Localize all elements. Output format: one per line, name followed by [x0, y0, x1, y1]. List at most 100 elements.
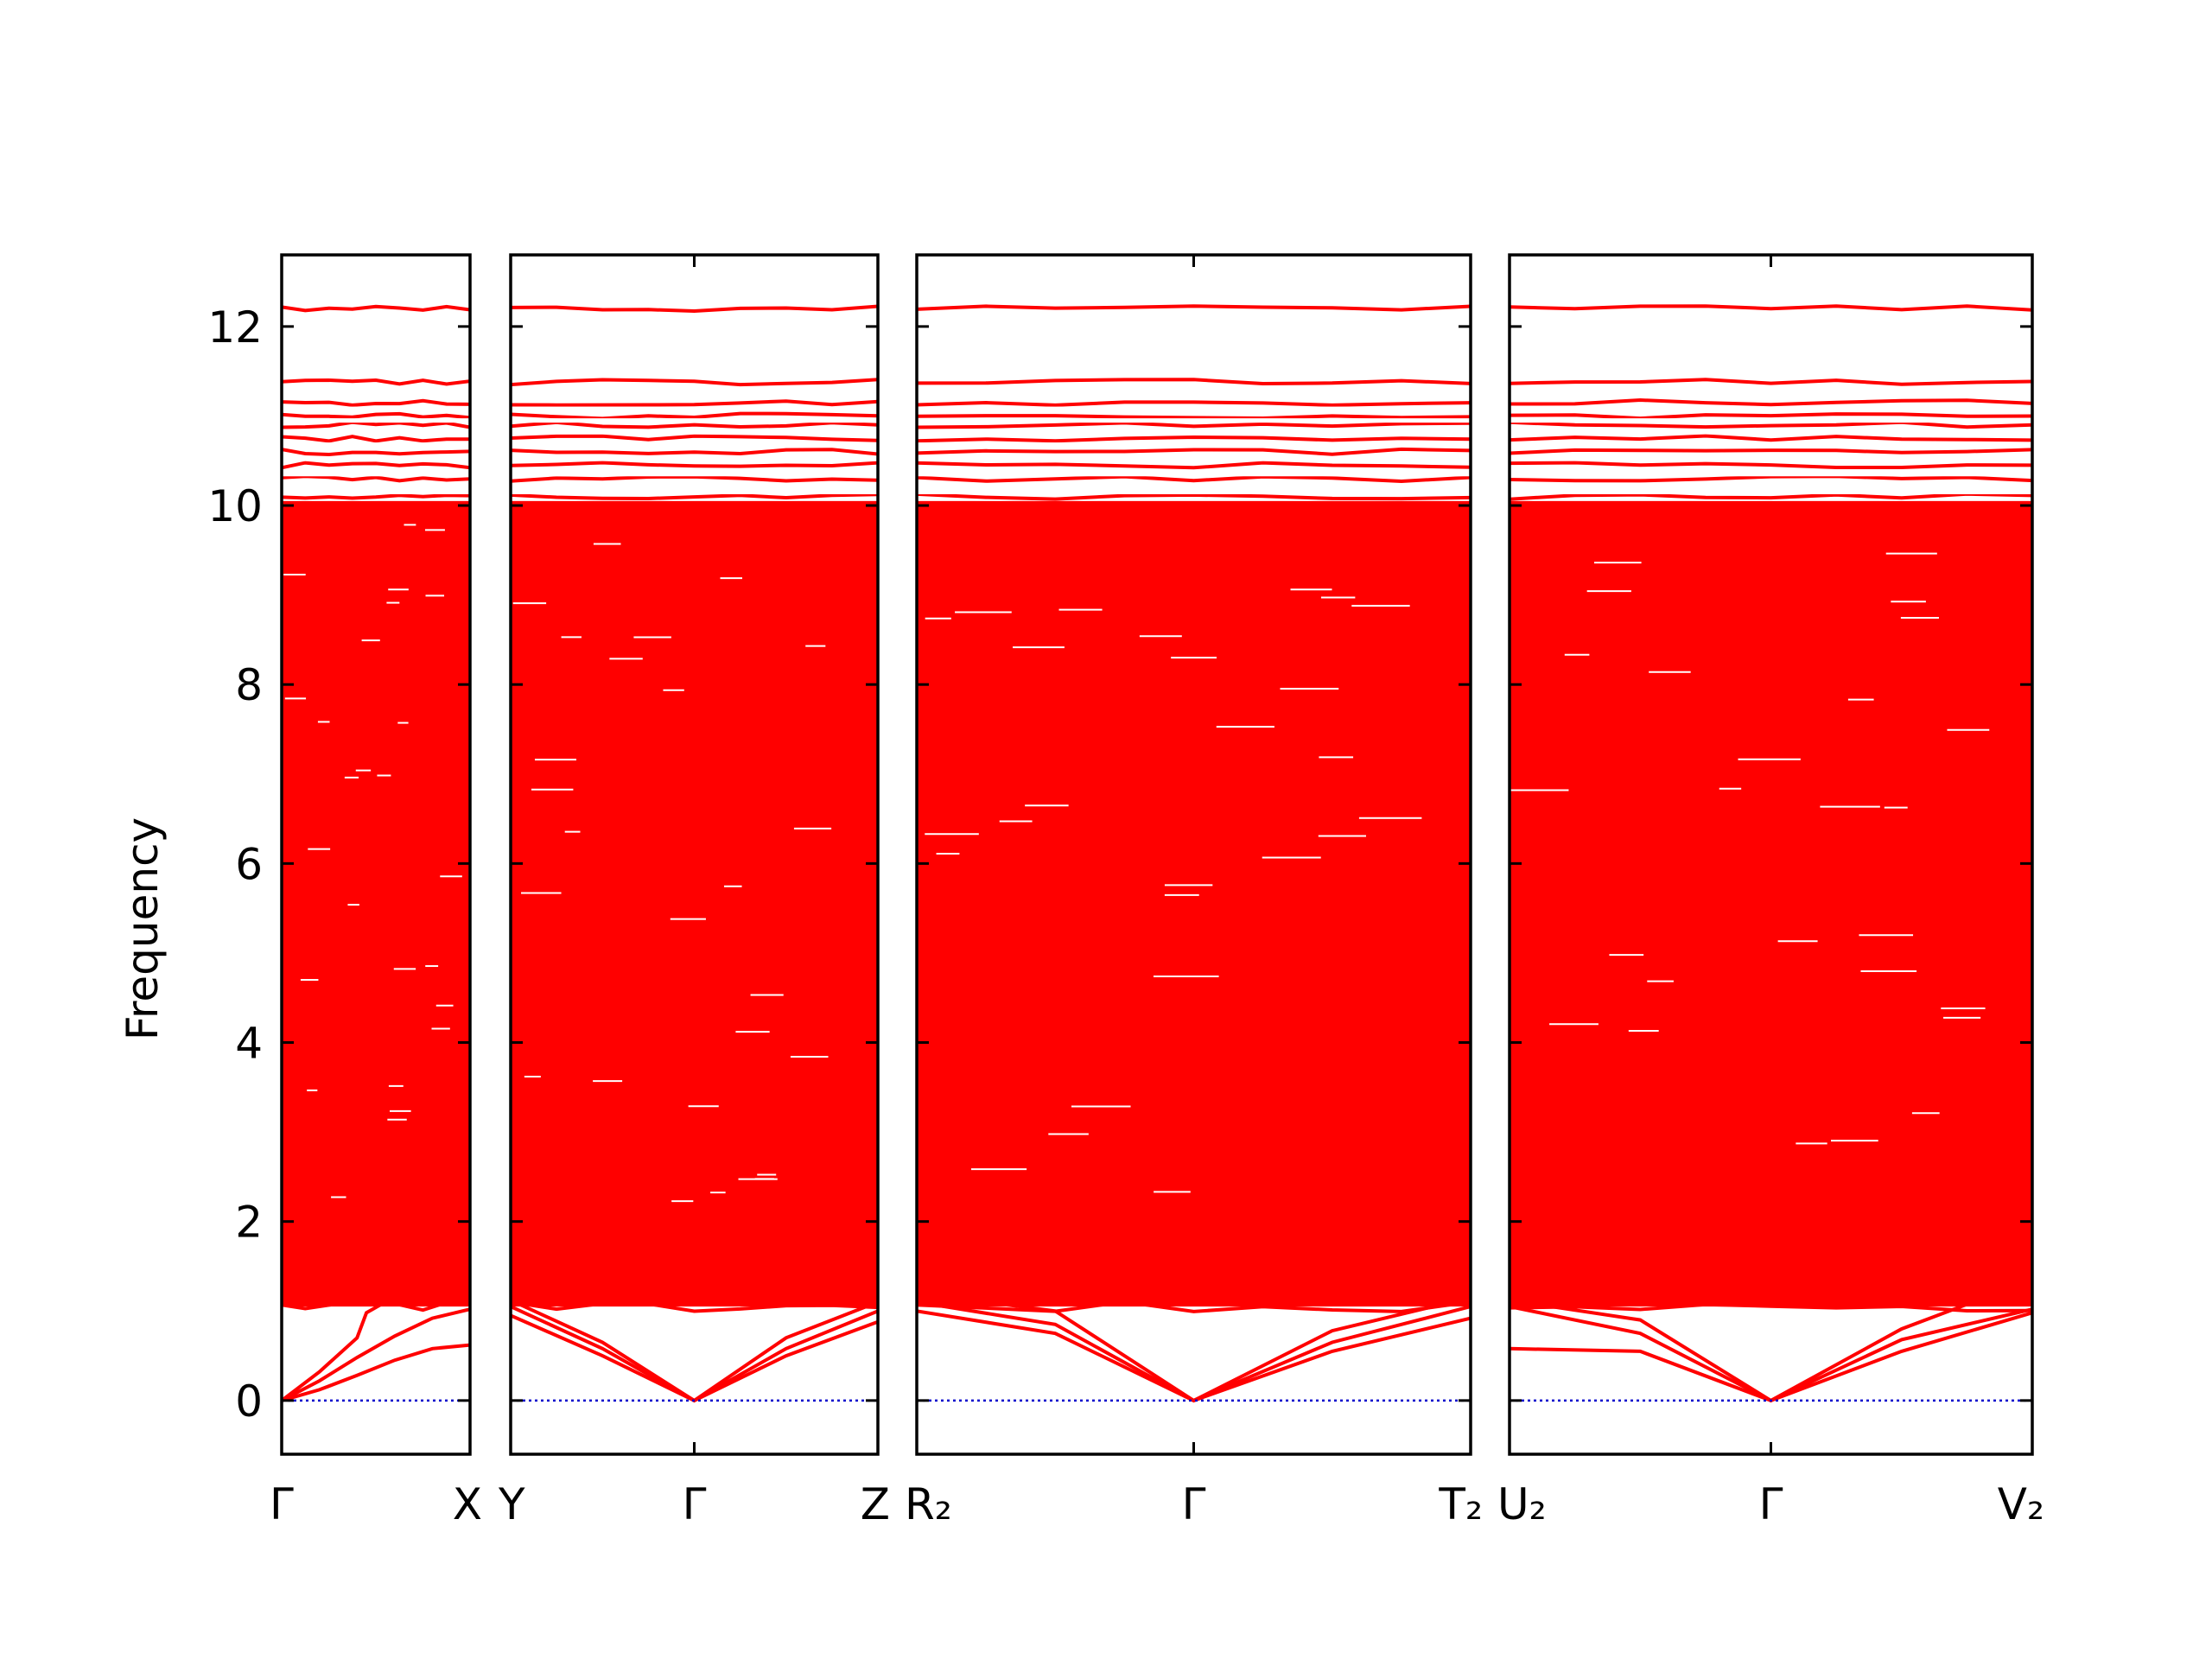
optical-band-line: [511, 1119, 878, 1128]
optical-band-line: [1510, 868, 2032, 877]
optical-band-line: [1510, 1199, 2032, 1208]
optical-band-line: [917, 1046, 1471, 1056]
y-tick-label: 6: [235, 839, 263, 889]
optical-band-line: [1510, 1245, 2032, 1260]
optical-band-line: [282, 1292, 470, 1303]
optical-band-line: [1510, 1173, 2032, 1181]
optical-band-line: [511, 448, 878, 456]
optical-band-line: [282, 582, 470, 591]
optical-band-line: [1510, 921, 2032, 931]
optical-band-line: [1510, 1211, 2032, 1222]
optical-band-line: [282, 617, 470, 626]
optical-band-line: [917, 582, 1471, 591]
optical-band-line: [917, 779, 1471, 787]
panel-frame: [280, 253, 472, 1456]
optical-band-line: [511, 796, 878, 805]
optical-band-line: [1510, 1281, 2032, 1295]
optical-band-line: [282, 922, 470, 931]
optical-band-line: [1510, 1155, 2032, 1163]
optical-band-line: [917, 1300, 1471, 1313]
optical-band-line: [511, 510, 878, 518]
optical-band-line: [1510, 1137, 2032, 1146]
optical-band-line: [511, 1102, 878, 1110]
optical-band-line: [282, 545, 470, 553]
k-point-label: Γ: [1182, 1479, 1206, 1529]
optical-band-line: [511, 1281, 878, 1295]
optical-band-line: [511, 814, 878, 823]
optical-band-line: [282, 1230, 470, 1243]
optical-band-line: [917, 1100, 1471, 1110]
optical-band-line: [282, 671, 470, 680]
dense-band-region: [1510, 500, 2032, 1307]
optical-band-line: [282, 448, 470, 457]
optical-band-line: [1510, 492, 2032, 501]
optical-band-line: [1510, 814, 2032, 823]
optical-band-line: [917, 474, 1471, 484]
optical-band-line: [282, 779, 470, 788]
optical-band-line: [282, 1246, 470, 1260]
optical-band-line: [1510, 448, 2032, 455]
optical-band-line: [1510, 474, 2032, 483]
optical-band-line: [511, 832, 878, 841]
optical-band-line: [511, 582, 878, 591]
optical-band-line: [511, 1300, 878, 1313]
optical-band-line: [917, 939, 1471, 949]
optical-band-line: [282, 1101, 470, 1110]
optical-band-line: [282, 474, 470, 483]
optical-band-line: [917, 760, 1471, 770]
optical-band-line: [1510, 1272, 2032, 1286]
optical-band-line: [917, 1292, 1471, 1305]
optical-band-line: [511, 1199, 878, 1208]
optical-band-line: [282, 1138, 470, 1145]
optical-band-line: [1510, 1101, 2032, 1109]
bands-group: [282, 304, 470, 1402]
optical-band-line: [917, 976, 1471, 985]
optical-band-line: [917, 1013, 1471, 1019]
optical-band-line: [511, 1029, 878, 1039]
k-point-label: V₂: [1998, 1479, 2044, 1529]
optical-band-line: [1510, 397, 2032, 407]
optical-band-line: [511, 1047, 878, 1055]
optical-band-line: [511, 1012, 878, 1020]
optical-band-line: [511, 976, 878, 984]
optical-band-line: [1510, 304, 2032, 312]
optical-band-line: [917, 529, 1471, 537]
optical-band-line: [1510, 1264, 2032, 1278]
optical-band-line: [282, 814, 470, 822]
optical-band-line: [282, 976, 470, 984]
acoustic-branch-1: [282, 1343, 470, 1402]
bands-group: [917, 304, 1471, 1403]
k-point-label: X: [453, 1479, 482, 1529]
optical-band-line: [282, 510, 470, 519]
k-point-label: U₂: [1497, 1479, 1547, 1529]
optical-band-line: [917, 921, 1471, 930]
optical-band-line: [1510, 850, 2032, 859]
optical-band-line: [1510, 760, 2032, 770]
optical-band-line: [282, 1210, 470, 1223]
optical-band-line: [282, 1199, 470, 1208]
optical-band-line: [1510, 1302, 2032, 1313]
optical-band-line: [282, 904, 470, 912]
optical-band-line: [511, 743, 878, 752]
optical-band-line: [917, 797, 1471, 805]
optical-band-line: [511, 528, 878, 536]
optical-band-line: [511, 635, 878, 645]
optical-band-line: [1510, 1065, 2032, 1073]
optical-band-line: [1510, 617, 2032, 626]
optical-band-line: [1510, 886, 2032, 895]
panel-3: R₂ Γ T₂: [905, 253, 1483, 1529]
panel-4: U₂ Γ V₂: [1497, 253, 2044, 1529]
optical-band-line: [511, 868, 878, 876]
optical-band-line: [917, 545, 1471, 555]
optical-band-line: [1510, 378, 2032, 386]
optical-band-line: [917, 1240, 1471, 1250]
optical-band-line: [511, 1291, 878, 1305]
optical-band-line: [282, 797, 470, 805]
optical-band-line: [282, 939, 470, 949]
optical-band-line: [282, 600, 470, 608]
optical-band-line: [511, 1255, 878, 1267]
optical-band-line: [917, 600, 1471, 609]
optical-band-line: [282, 654, 470, 663]
optical-band-line: [282, 564, 470, 572]
